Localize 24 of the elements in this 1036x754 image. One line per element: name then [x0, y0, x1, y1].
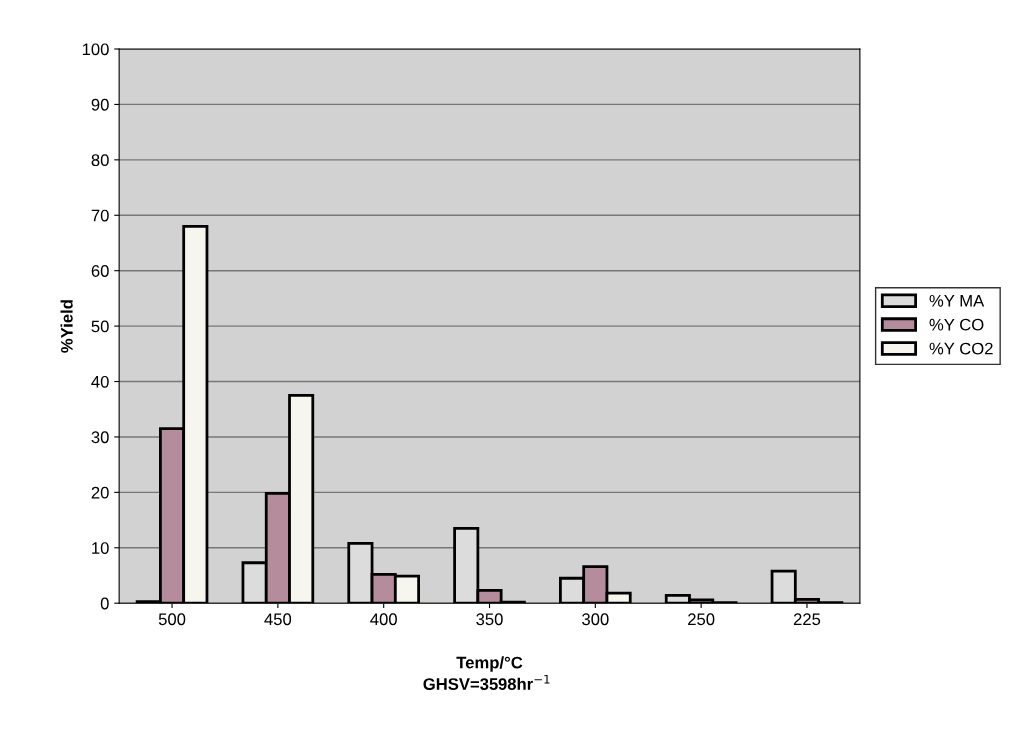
x-tick-label: 300 — [582, 613, 609, 626]
x-tick-label: 400 — [370, 613, 397, 626]
y-tick-label: 80 — [91, 154, 109, 167]
y-tick-label: 40 — [91, 375, 109, 388]
y-tick-label: 30 — [91, 431, 109, 444]
y-tick-label: 20 — [91, 486, 109, 499]
legend-label: %Y MA — [929, 294, 985, 307]
y-tick-label: 50 — [91, 320, 109, 333]
legend-label: %Y CO2 — [929, 342, 993, 355]
y-tick-label: 90 — [91, 98, 109, 111]
x-axis-title: Temp/°C — [456, 656, 523, 672]
y-tick-label: 0 — [100, 597, 109, 610]
x-tick-label: 500 — [158, 613, 186, 626]
legend-label: %Y CO — [929, 318, 984, 331]
x-tick-label: 350 — [476, 613, 503, 626]
text: GHSV=3598hr$^{−1}$ — [423, 674, 550, 690]
y-tick-label: 60 — [91, 265, 109, 277]
y-tick-label: 10 — [92, 542, 109, 554]
x-tick-label: 250 — [688, 613, 715, 626]
y-tick-label: 70 — [91, 209, 109, 222]
x-tick-label: 450 — [264, 613, 292, 626]
y-tick-label: 100 — [82, 43, 109, 56]
x-tick-label: 225 — [793, 613, 821, 626]
y-axis-title: %Yield — [60, 300, 73, 353]
